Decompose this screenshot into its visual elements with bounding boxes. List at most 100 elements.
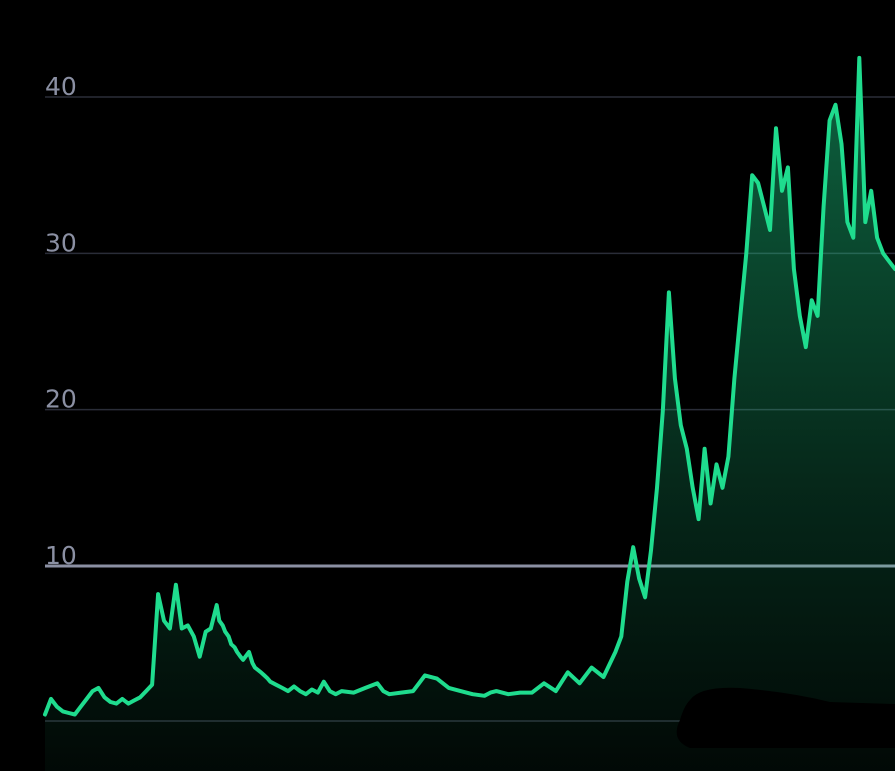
data-point-68: [448, 687, 449, 688]
data-point-21: [169, 628, 170, 629]
data-point-33: [228, 636, 229, 637]
data-point-74: [508, 694, 509, 695]
data-point-25: [193, 636, 194, 637]
data-point-60: [377, 683, 378, 684]
data-point-7: [86, 698, 87, 699]
data-point-81: [591, 667, 592, 668]
data-point-46: [276, 684, 277, 685]
series-area-fill: [45, 57, 895, 771]
data-point-20: [164, 620, 165, 621]
data-point-118: [823, 206, 824, 207]
data-point-12: [116, 703, 117, 704]
data-point-31: [222, 625, 223, 626]
data-point-62: [389, 694, 390, 695]
data-point-124: [859, 57, 860, 58]
data-point-13: [122, 698, 123, 699]
data-point-57: [341, 691, 342, 692]
data-point-63: [401, 692, 402, 693]
data-point-82: [603, 676, 604, 677]
data-point-35: [234, 647, 235, 648]
data-point-3: [62, 711, 63, 712]
data-point-73: [496, 691, 497, 692]
data-point-9: [98, 687, 99, 688]
data-point-70: [472, 694, 473, 695]
data-point-99: [710, 503, 711, 504]
data-point-95: [686, 448, 687, 449]
data-point-78: [555, 691, 556, 692]
data-point-15: [134, 700, 135, 701]
data-point-54: [323, 681, 324, 682]
data-point-6: [80, 706, 81, 707]
data-point-59: [365, 687, 366, 688]
data-point-36: [237, 651, 238, 652]
data-point-110: [776, 128, 777, 129]
data-point-45: [270, 681, 271, 682]
area-layer: [43, 55, 895, 771]
data-point-52: [311, 689, 312, 690]
data-point-85: [627, 581, 628, 582]
label-layer: 40 30 20 10: [45, 72, 77, 570]
data-point-129: [889, 261, 890, 262]
y-tick-label-40: 40: [45, 72, 77, 101]
data-point-77: [543, 683, 544, 684]
data-point-120: [835, 104, 836, 105]
data-point-86: [633, 547, 634, 548]
data-point-125: [865, 222, 866, 223]
data-point-22: [175, 584, 176, 585]
redaction-blob: [676, 687, 895, 748]
data-point-23: [181, 628, 182, 629]
data-point-76: [532, 692, 533, 693]
data-point-80: [579, 683, 580, 684]
data-point-102: [728, 456, 729, 457]
data-point-29: [216, 605, 217, 606]
data-point-61: [383, 691, 384, 692]
data-point-97: [698, 519, 699, 520]
data-point-18: [152, 684, 153, 685]
data-point-115: [805, 347, 806, 348]
data-point-121: [841, 143, 842, 144]
data-point-71: [484, 695, 485, 696]
data-point-24: [187, 625, 188, 626]
data-point-127: [877, 237, 878, 238]
data-point-128: [883, 253, 884, 254]
data-point-5: [74, 714, 75, 715]
data-point-123: [853, 237, 854, 238]
data-point-72: [490, 692, 491, 693]
data-point-0: [45, 714, 46, 715]
data-point-67: [436, 678, 437, 679]
data-point-26: [199, 656, 200, 657]
data-point-94: [680, 425, 681, 426]
data-point-8: [92, 691, 93, 692]
y-tick-label-20: 20: [45, 385, 77, 414]
data-point-44: [267, 678, 268, 679]
data-point-100: [716, 464, 717, 465]
data-point-65: [419, 683, 420, 684]
data-point-53: [317, 692, 318, 693]
data-point-41: [254, 667, 255, 668]
data-point-66: [424, 675, 425, 676]
data-point-27: [205, 631, 206, 632]
data-point-117: [817, 315, 818, 316]
data-point-4: [68, 712, 69, 713]
data-point-96: [692, 487, 693, 488]
data-point-40: [252, 662, 253, 663]
data-point-87: [639, 578, 640, 579]
data-point-32: [225, 631, 226, 632]
data-point-113: [793, 268, 794, 269]
data-point-111: [781, 190, 782, 191]
y-tick-label-30: 30: [45, 228, 77, 257]
data-point-55: [329, 691, 330, 692]
data-point-39: [249, 651, 250, 652]
data-point-93: [674, 378, 675, 379]
data-point-119: [829, 120, 830, 121]
data-point-42: [260, 672, 261, 673]
data-point-103: [734, 378, 735, 379]
data-point-11: [110, 702, 111, 703]
data-point-37: [240, 656, 241, 657]
data-point-92: [668, 292, 669, 293]
data-point-17: [146, 691, 147, 692]
data-point-28: [210, 628, 211, 629]
data-point-19: [158, 594, 159, 595]
data-point-30: [219, 620, 220, 621]
